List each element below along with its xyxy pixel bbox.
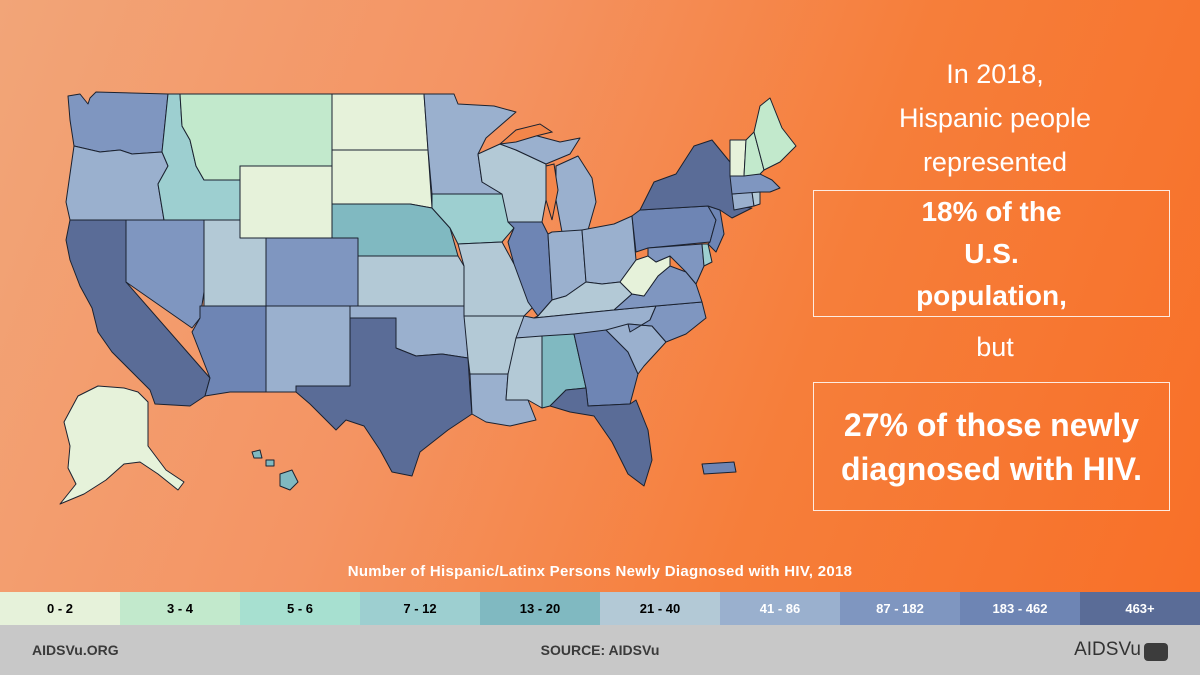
state-pr[interactable]: [701, 461, 737, 475]
state-wv[interactable]: [619, 255, 671, 297]
legend-bin: 41 - 86: [720, 592, 840, 625]
headline: In 2018, Hispanic people represented: [850, 52, 1140, 184]
state-ri[interactable]: [751, 191, 761, 207]
population-stat-line-2: U.S. population,: [916, 237, 1067, 311]
state-ct[interactable]: [731, 191, 755, 211]
state-ca[interactable]: [65, 219, 211, 407]
state-nd[interactable]: [331, 93, 429, 151]
legend-bin: 7 - 12: [360, 592, 480, 625]
state-il[interactable]: [507, 221, 553, 317]
legend-bin: 0 - 2: [0, 592, 120, 625]
legend-bin: 13 - 20: [480, 592, 600, 625]
legend-bin: 183 - 462: [960, 592, 1080, 625]
headline-line-2: Hispanic people: [898, 103, 1092, 133]
connector-text: but: [976, 332, 1014, 362]
logo-text: AIDSVu: [1074, 639, 1141, 660]
state-wy[interactable]: [239, 165, 333, 239]
state-ks[interactable]: [357, 255, 465, 307]
map-svg: [59, 91, 797, 505]
aidsvu-logo: AIDSVu: [1074, 639, 1168, 661]
state-nh[interactable]: [743, 131, 765, 177]
state-nc[interactable]: [627, 301, 707, 343]
population-stat-line-1: 18% of the: [921, 195, 1062, 227]
footer: AIDSVu.ORG SOURCE: AIDSVu AIDSVu: [0, 625, 1200, 675]
state-wa[interactable]: [67, 91, 169, 155]
footer-url[interactable]: AIDSVu.ORG: [32, 642, 119, 658]
diagnosis-stat-line-1: 27% of those newly: [843, 406, 1140, 443]
lake-superior: [498, 123, 554, 145]
state-de[interactable]: [701, 243, 713, 267]
legend-bin: 87 - 182: [840, 592, 960, 625]
chat-map-icon: [1144, 643, 1168, 661]
legend-bin: 5 - 6: [240, 592, 360, 625]
diagnosis-stat-line-2: diagnosed with HIV.: [840, 450, 1143, 487]
state-hi[interactable]: [251, 449, 299, 491]
state-nj[interactable]: [707, 205, 725, 253]
legend-title: Number of Hispanic/Latinx Persons Newly …: [347, 563, 853, 580]
state-ma[interactable]: [729, 173, 781, 195]
legend-bin: 21 - 40: [600, 592, 720, 625]
population-stat-box: 18% of the U.S. population,: [813, 190, 1170, 317]
lake-michigan: [545, 163, 559, 221]
legend-bin: 463+: [1080, 592, 1200, 625]
state-co[interactable]: [265, 237, 359, 307]
headline-line-1: In 2018,: [946, 59, 1044, 89]
state-or[interactable]: [65, 145, 169, 221]
state-sd[interactable]: [331, 149, 433, 209]
state-fl[interactable]: [549, 387, 653, 487]
state-tx[interactable]: [295, 317, 473, 477]
diagnosis-stat-box: 27% of those newly diagnosed with HIV.: [813, 382, 1170, 511]
state-me[interactable]: [753, 97, 797, 171]
legend-bin: 3 - 4: [120, 592, 240, 625]
us-choropleth-map: [40, 70, 800, 530]
headline-line-3: represented: [922, 147, 1068, 177]
state-vt[interactable]: [729, 139, 747, 177]
footer-source: SOURCE: AIDSVu: [540, 642, 660, 658]
state-ak[interactable]: [59, 385, 185, 505]
state-nm[interactable]: [265, 305, 351, 393]
state-mn[interactable]: [423, 93, 517, 195]
